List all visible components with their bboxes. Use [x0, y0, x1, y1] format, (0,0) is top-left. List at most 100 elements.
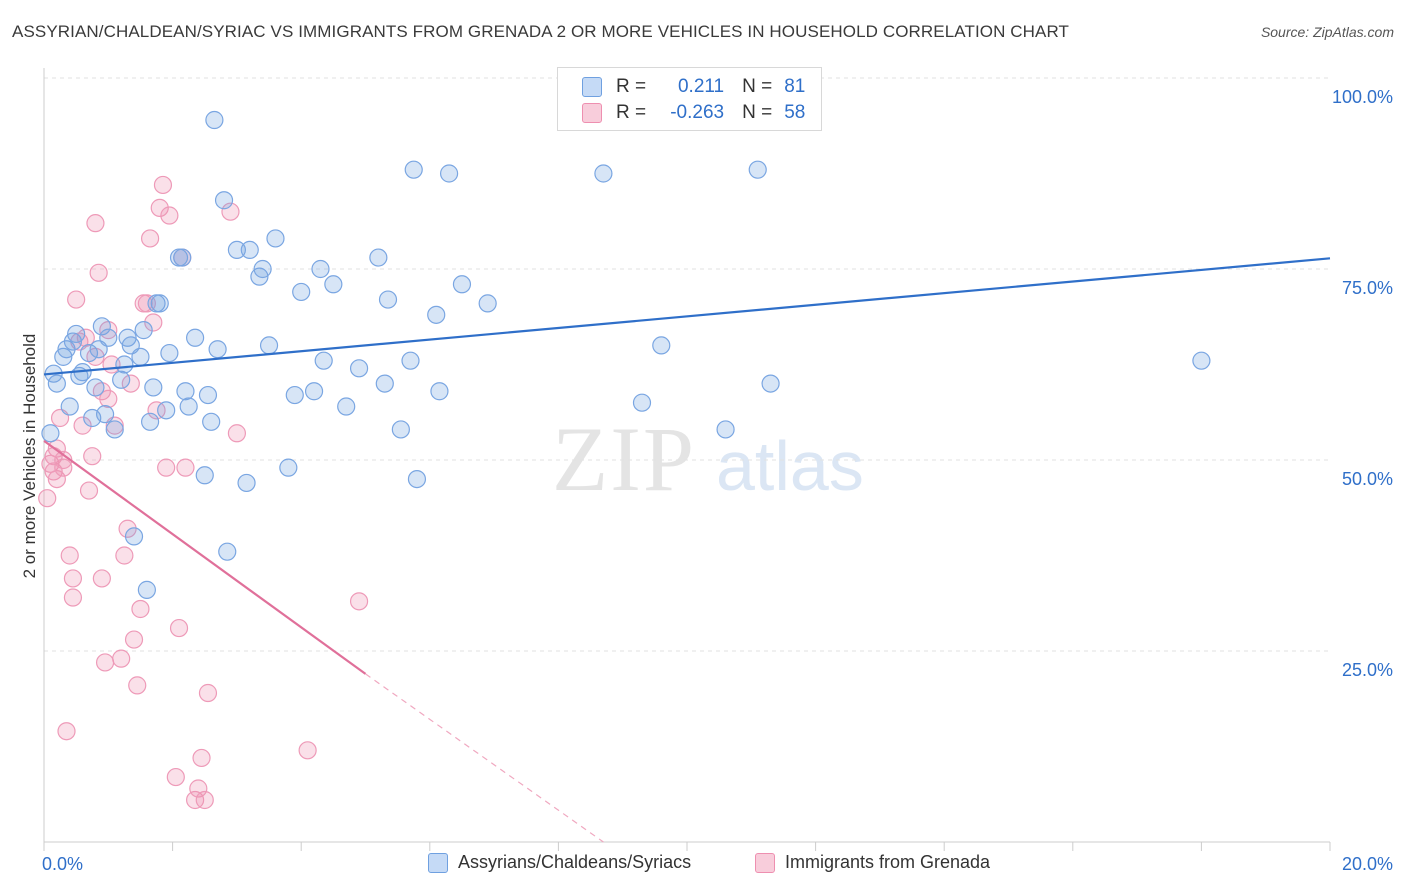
data-point: [369, 248, 388, 267]
data-point: [137, 294, 156, 313]
data-point: [166, 767, 185, 787]
data-point: [189, 779, 208, 798]
data-point: [124, 630, 144, 649]
data-point: [41, 424, 60, 443]
data-point: [298, 741, 317, 760]
data-point: [147, 401, 166, 420]
y-tick-label: 100.0%: [1332, 87, 1393, 107]
y-tick-label: 75.0%: [1342, 278, 1393, 298]
data-point: [95, 653, 115, 672]
data-point: [240, 240, 259, 259]
data-point: [47, 374, 66, 393]
bottom-legend-swatch-pink: [755, 852, 775, 873]
data-point: [54, 458, 73, 477]
data-point: [73, 416, 92, 435]
data-point: [124, 527, 144, 546]
data-point: [253, 259, 272, 279]
data-point: [176, 458, 195, 477]
data-point: [92, 317, 111, 336]
data-point: [99, 389, 118, 408]
bottom-legend-label-blue: Assyrians/Chaldeans/Syriacs: [458, 852, 692, 872]
watermark-atlas: atlas: [716, 427, 864, 505]
data-point: [79, 343, 99, 363]
data-point: [140, 412, 160, 431]
data-point: [89, 263, 108, 282]
x-tick-label: 20.0%: [1342, 854, 1393, 874]
data-point: [67, 324, 86, 344]
data-point: [99, 328, 118, 347]
data-point: [186, 328, 205, 347]
data-point: [173, 248, 192, 267]
bottom-legend-pink: Immigrants from Grenada: [755, 852, 990, 873]
data-point: [112, 370, 131, 389]
data-point: [218, 542, 237, 561]
data-point: [1192, 351, 1211, 370]
data-point: [137, 580, 156, 599]
data-point: [192, 748, 211, 768]
data-point: [160, 343, 179, 363]
data-point: [279, 458, 298, 477]
data-point: [60, 397, 79, 416]
data-point: [311, 259, 330, 279]
data-point: [105, 420, 124, 439]
data-point: [83, 447, 102, 466]
data-point: [150, 198, 169, 217]
trend-line-blue: [43, 257, 1331, 376]
data-point: [60, 546, 79, 565]
data-point: [150, 294, 169, 313]
data-point: [57, 722, 76, 741]
data-point: [131, 347, 150, 366]
data-point: [237, 473, 256, 493]
data-point: [63, 569, 83, 588]
data-point: [195, 790, 214, 810]
data-point: [144, 313, 163, 332]
data-point: [57, 340, 76, 359]
data-point: [153, 175, 173, 195]
data-point: [259, 336, 279, 355]
data-point: [337, 397, 356, 416]
correlation-legend: R = 0.211 N = 81 R = -0.263 N = 58: [557, 67, 822, 131]
bottom-legend-swatch-blue: [428, 852, 448, 873]
data-point: [266, 229, 285, 248]
legend-n-label: N =: [742, 76, 773, 97]
data-point: [63, 588, 83, 607]
data-point: [349, 359, 369, 378]
bottom-legend-blue: Assyrians/Chaldeans/Syriacs: [428, 852, 691, 873]
data-point: [157, 401, 176, 420]
data-point: [169, 618, 189, 638]
trend-line-pink-extension: [365, 673, 604, 843]
data-point: [198, 385, 218, 405]
data-point: [179, 397, 198, 416]
x-tick-label: 0.0%: [42, 854, 83, 874]
data-point: [86, 378, 105, 397]
data-point: [427, 305, 446, 324]
data-point: [47, 470, 66, 489]
data-point: [404, 160, 423, 179]
data-point: [761, 374, 780, 393]
watermark-zip: ZIP: [552, 408, 696, 510]
data-point: [378, 290, 398, 309]
trend-line-pink: [43, 440, 367, 675]
legend-n-label: N =: [742, 102, 773, 123]
data-point: [144, 378, 163, 397]
data-point: [439, 164, 459, 183]
data-point: [176, 382, 195, 401]
data-point: [157, 458, 176, 477]
data-point: [314, 351, 333, 370]
legend-n-value: 58: [784, 102, 806, 123]
y-axis-label: 2 or more Vehicles in Household: [20, 333, 39, 579]
y-tick-label: 50.0%: [1342, 469, 1393, 489]
data-point: [452, 275, 472, 294]
data-point: [115, 355, 134, 374]
data-point: [478, 294, 497, 313]
data-point: [221, 202, 240, 221]
data-point: [208, 340, 227, 359]
data-point: [95, 405, 115, 424]
data-point: [38, 489, 57, 508]
data-point: [292, 282, 311, 302]
bottom-legend-label-pink: Immigrants from Grenada: [785, 852, 991, 872]
data-point: [121, 374, 140, 393]
legend-row-blue: R = 0.211 N = 81: [582, 75, 805, 99]
data-point: [349, 592, 369, 611]
